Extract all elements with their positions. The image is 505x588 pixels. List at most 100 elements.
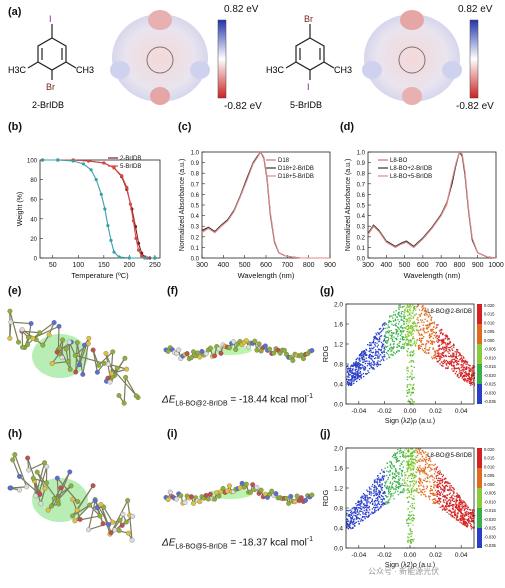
rdg-point — [371, 500, 373, 503]
data-point — [117, 255, 121, 259]
rdg-point — [384, 348, 386, 351]
rdg-point — [426, 324, 428, 327]
rdg-point — [358, 512, 360, 514]
rdg-point — [459, 358, 462, 360]
rdg-spike-point — [410, 518, 413, 520]
rdg-spike-point — [413, 352, 415, 355]
rdg-point — [456, 494, 458, 497]
bond — [75, 354, 105, 364]
rdg-spike-point — [412, 454, 414, 457]
rdg-spike-point — [407, 525, 410, 527]
rdg-point — [384, 335, 386, 337]
rdg-spike-point — [411, 351, 414, 353]
rdg-point — [425, 487, 428, 490]
rdg-point — [370, 513, 372, 515]
rdg-point — [404, 315, 407, 317]
rdg-point — [464, 369, 466, 371]
atom — [67, 366, 73, 372]
rdg-point — [425, 328, 428, 330]
rdg-point — [431, 489, 433, 492]
bond — [53, 485, 72, 500]
rdg-point — [418, 337, 421, 340]
rdg-point — [405, 339, 407, 342]
bond — [72, 504, 90, 517]
rdg-point — [436, 477, 438, 480]
rdg-point — [453, 491, 455, 493]
rdg-point — [361, 510, 363, 513]
rdg-spike-point — [412, 325, 415, 328]
atom — [51, 320, 57, 325]
rdg-point — [395, 322, 397, 324]
rdg-point — [469, 522, 471, 524]
rdg-point — [468, 381, 470, 383]
rdg-point — [382, 475, 384, 477]
rdg-point — [445, 355, 448, 358]
rdg-point — [386, 341, 389, 343]
rdg-point — [348, 376, 350, 378]
rdg-point — [403, 481, 406, 483]
rdg-point — [469, 380, 472, 382]
rdg-point — [439, 332, 442, 335]
rdg-point — [391, 348, 393, 350]
rdg-point — [426, 463, 428, 465]
rdg-point — [470, 526, 473, 528]
rdg-point — [465, 512, 467, 514]
rdg-point — [465, 521, 467, 523]
rdg-point — [361, 364, 363, 366]
rdg-point — [473, 383, 476, 385]
rdg-spike-point — [411, 533, 413, 535]
rdg-point — [368, 505, 371, 508]
rdg-point — [463, 523, 465, 525]
rdg-point — [402, 452, 404, 454]
rdg-point — [450, 512, 453, 514]
rdg-point — [387, 478, 389, 481]
rdg-point — [354, 365, 356, 367]
rdg-spike-point — [413, 366, 415, 369]
rdg-point — [431, 329, 433, 332]
rdg-point — [367, 490, 369, 493]
rdg-point — [413, 337, 415, 340]
x-axis-label: Sign (λ2)ρ (a.u.) — [385, 418, 435, 425]
bond — [105, 353, 112, 380]
colorbar-tick-label: -0.025 — [484, 382, 497, 387]
rdg-point — [421, 319, 424, 321]
data-point — [81, 162, 86, 166]
rdg-point — [457, 509, 459, 512]
rdg-point — [451, 496, 453, 498]
rdg-point — [468, 376, 470, 378]
rdg-point — [365, 504, 368, 507]
rdg-point — [383, 355, 385, 358]
rdg-point — [403, 347, 405, 349]
rdg-point — [363, 353, 365, 355]
rdg-point — [469, 512, 471, 514]
rdg-point — [352, 362, 355, 364]
rdg-point — [419, 466, 421, 469]
rdg-point — [454, 358, 456, 361]
rdg-point — [401, 336, 403, 338]
rdg-point — [385, 480, 388, 482]
rdg-point — [400, 469, 403, 472]
rdg-spike-point — [411, 370, 413, 372]
y-tick-label: 0.8 — [334, 362, 343, 369]
rdg-point — [448, 338, 450, 340]
rdg-point — [453, 346, 455, 348]
rdg-point — [443, 501, 445, 504]
rdg-spike-point — [406, 372, 409, 375]
rdg-point — [450, 362, 452, 365]
y-tick-label: 0.0 — [357, 257, 366, 263]
rdg-point — [436, 335, 438, 338]
rdg-point — [379, 490, 381, 493]
rdg-point — [382, 492, 384, 494]
rdg-point — [361, 373, 363, 376]
rdg-point — [359, 507, 361, 509]
rdg-spike-point — [410, 334, 412, 336]
rdg-point — [430, 475, 432, 477]
rdg-point — [379, 363, 382, 366]
rdg-point — [466, 363, 468, 365]
rdg-point — [392, 314, 395, 316]
rdg-point — [415, 480, 417, 482]
atom — [96, 362, 101, 368]
rdg-point — [346, 523, 348, 526]
atom — [205, 496, 211, 502]
rdg-point — [370, 491, 372, 493]
